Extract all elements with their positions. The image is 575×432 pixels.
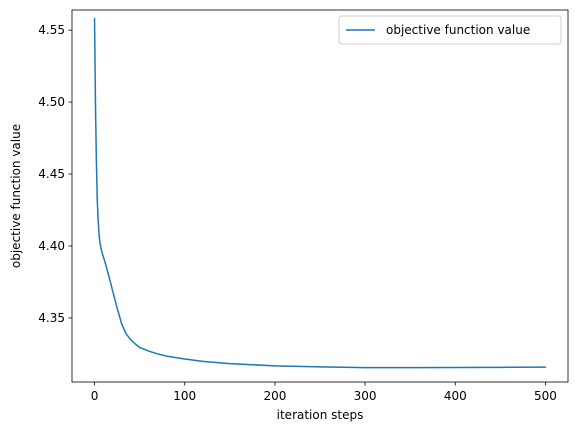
y-axis-label: objective function value (9, 124, 23, 268)
y-tick-label: 4.35 (38, 311, 65, 325)
x-tick-label: 200 (263, 389, 286, 403)
ticks-layer: 0 100 200 300 400 500 4.35 4.40 4.45 4.50 4.55 (38, 23, 557, 403)
plot-frame (71, 9, 569, 383)
x-tick-label: 500 (534, 389, 557, 403)
y-tick-label: 4.55 (38, 23, 65, 37)
plot-area (72, 10, 568, 382)
y-tick-label: 4.40 (38, 239, 65, 253)
legend-label: objective function value (386, 23, 530, 37)
x-tick-label: 300 (354, 389, 377, 403)
x-tick-label: 100 (173, 389, 196, 403)
legend: objective function value (338, 15, 562, 45)
x-axis-label: iteration steps (277, 408, 364, 422)
x-tick-label: 400 (444, 389, 467, 403)
y-tick-label: 4.50 (38, 95, 65, 109)
series-layer (93, 17, 547, 369)
x-tick-label: 0 (91, 389, 99, 403)
y-tick-label: 4.45 (38, 167, 65, 181)
legend-box (338, 15, 562, 45)
series-line-objective-function-value (93, 17, 547, 369)
